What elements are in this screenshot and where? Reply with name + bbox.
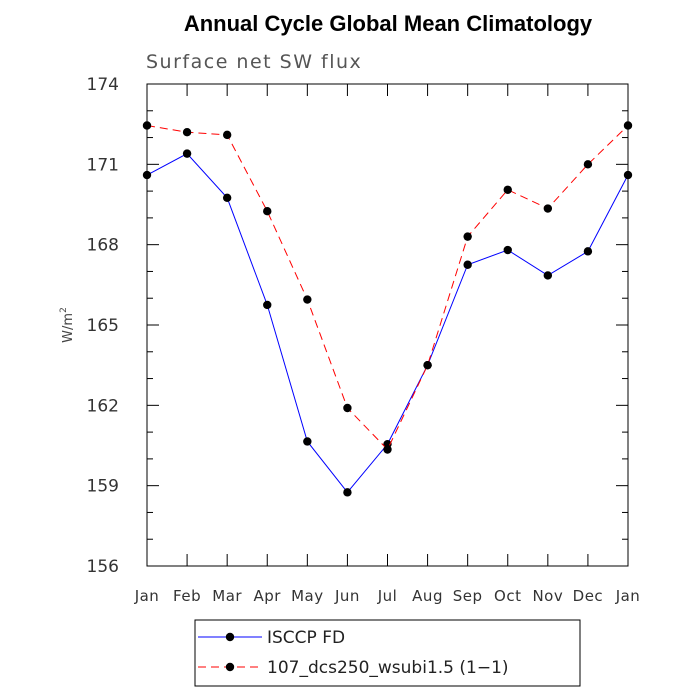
chart-title: Annual Cycle Global Mean Climatology <box>184 11 593 36</box>
x-tick-label: Jun <box>334 587 360 605</box>
x-tick-label: Apr <box>254 587 282 605</box>
y-tick-label: 171 <box>87 155 119 175</box>
data-point <box>503 245 512 255</box>
y-tick-label: 174 <box>87 75 119 95</box>
data-point <box>583 160 593 169</box>
x-tick-label: Nov <box>532 587 563 605</box>
x-tick-label: Jan <box>134 587 160 605</box>
x-tick-label: Feb <box>173 587 201 605</box>
data-point <box>222 193 232 203</box>
data-point <box>383 445 392 454</box>
data-point <box>182 149 192 158</box>
data-point <box>543 204 553 213</box>
series-1 <box>142 149 633 497</box>
plot-frame <box>146 83 629 567</box>
data-point <box>303 295 312 304</box>
y-tick-label: 159 <box>87 477 119 497</box>
data-point <box>182 128 192 137</box>
y-axis-label-base: W/m <box>61 313 76 343</box>
y-tick-label: 165 <box>87 316 119 336</box>
chart-subtitle: Surface net SW flux <box>146 51 362 73</box>
data-point <box>583 247 593 256</box>
x-tick-label: Oct <box>494 587 521 605</box>
series-line <box>146 125 629 451</box>
data-point <box>343 403 352 413</box>
data-point <box>142 170 152 180</box>
x-tick-label: Jan <box>615 587 641 605</box>
legend-label: ISCCP FD <box>267 628 345 648</box>
data-point <box>543 271 553 280</box>
x-tick-label: Sep <box>453 587 483 605</box>
series-2 <box>142 121 633 454</box>
legend-label: 107_dcs250_wsubi1.5 (1−1) <box>267 658 509 678</box>
data-point <box>423 360 432 370</box>
data-point <box>503 185 512 194</box>
data-point <box>623 121 633 130</box>
data-point <box>463 260 472 269</box>
svg-text:W/m2: W/m2 <box>59 307 76 343</box>
data-point <box>142 121 152 130</box>
y-axis-label: W/m2 <box>59 307 76 343</box>
data-point <box>263 300 272 310</box>
data-point <box>263 206 272 216</box>
data-point <box>463 232 472 241</box>
data-point <box>623 170 633 180</box>
data-point <box>343 488 352 497</box>
data-point <box>222 130 232 140</box>
x-tick-label: Mar <box>212 587 242 605</box>
data-point <box>303 437 312 446</box>
x-tick-label: Dec <box>573 587 604 605</box>
legend-box <box>194 619 581 687</box>
y-axis-label-superscript: 2 <box>59 307 69 313</box>
legend-marker <box>225 632 235 642</box>
y-tick-label: 156 <box>87 557 119 577</box>
legend-marker <box>225 662 235 672</box>
y-tick-label: 162 <box>87 396 119 416</box>
x-tick-label: Aug <box>412 587 443 605</box>
y-tick-label: 168 <box>87 236 119 256</box>
x-tick-label: Jul <box>377 587 398 605</box>
x-tick-label: May <box>291 587 324 605</box>
